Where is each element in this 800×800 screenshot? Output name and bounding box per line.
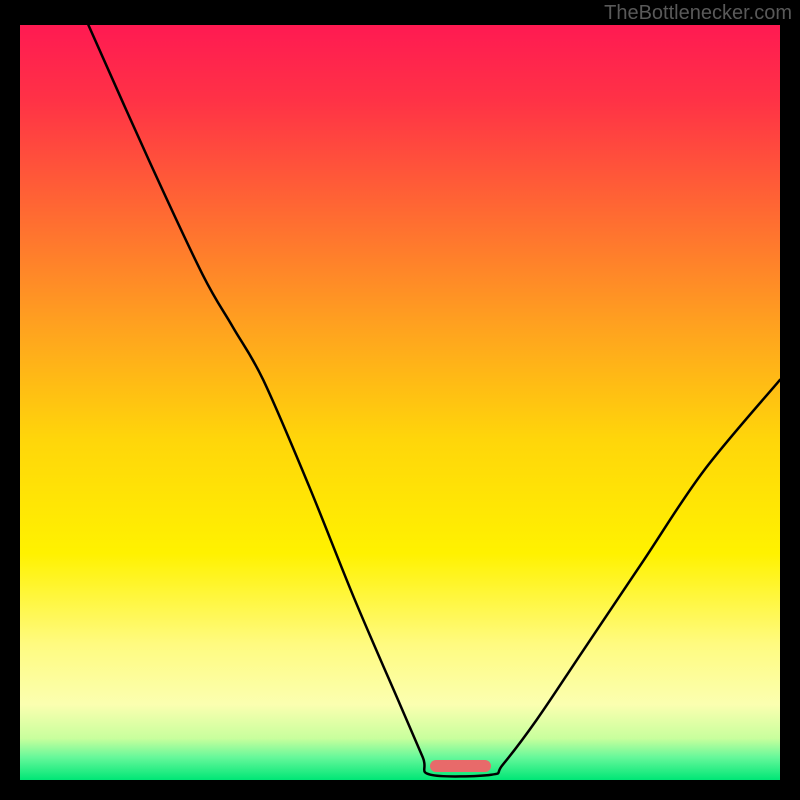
optimal-marker	[430, 760, 491, 772]
bottleneck-curve	[20, 25, 780, 780]
watermark-text: TheBottlenecker.com	[604, 2, 792, 25]
plot-area	[20, 25, 780, 780]
